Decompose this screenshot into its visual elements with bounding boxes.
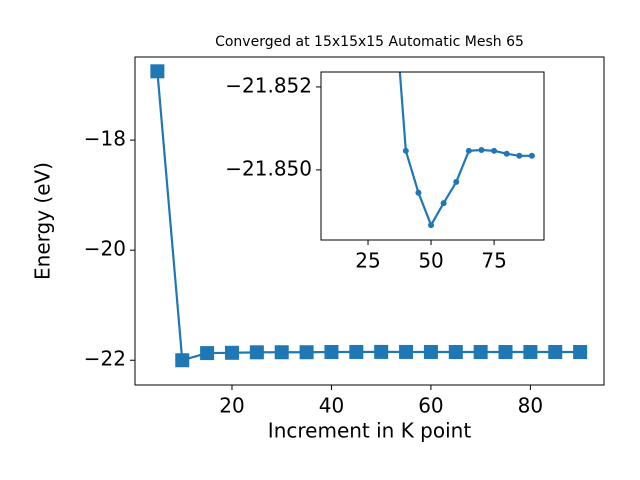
plot-area — [321, 72, 544, 240]
marker — [200, 346, 215, 361]
marker — [523, 345, 538, 360]
marker — [150, 64, 165, 79]
marker — [349, 344, 364, 359]
marker — [491, 147, 498, 154]
marker — [324, 345, 339, 360]
marker — [473, 345, 488, 360]
marker — [465, 147, 472, 154]
marker — [415, 189, 422, 196]
axes-frame — [320, 71, 545, 241]
y-tick-label: −21.852 — [225, 73, 312, 97]
chart-title: Converged at 15x15x15 Automatic Mesh 65 — [215, 34, 524, 50]
marker — [399, 344, 414, 359]
y-axis-label: Energy (eV) — [31, 162, 55, 280]
marker — [516, 152, 523, 159]
marker — [453, 178, 460, 185]
marker — [423, 344, 438, 359]
marker — [448, 345, 463, 360]
marker — [528, 152, 535, 159]
x-tick-label: 60 — [418, 394, 443, 418]
marker — [428, 222, 435, 229]
y-tick-label: −20 — [84, 237, 126, 261]
axes-frame — [134, 56, 605, 386]
marker — [402, 147, 409, 154]
x-tick-label: 40 — [319, 394, 344, 418]
x-tick-label: 80 — [518, 394, 543, 418]
marker — [175, 353, 190, 368]
y-tick-label: −21.850 — [225, 156, 312, 180]
plot-content — [150, 64, 588, 368]
marker — [440, 200, 447, 207]
x-tick-label: 75 — [481, 249, 506, 273]
marker — [478, 146, 485, 153]
plot-content — [398, 72, 535, 229]
marker — [299, 345, 314, 360]
x-tick-label: 25 — [355, 249, 380, 273]
x-axis-label: Increment in K point — [268, 419, 472, 443]
x-tick-label: 50 — [418, 249, 443, 273]
marker — [374, 344, 389, 359]
marker — [573, 344, 588, 359]
marker — [498, 345, 513, 360]
marker — [224, 345, 239, 360]
marker — [548, 344, 563, 359]
y-tick-label: −18 — [84, 127, 126, 151]
marker — [274, 345, 289, 360]
marker — [249, 345, 264, 360]
marker — [503, 150, 510, 157]
y-tick-label: −22 — [84, 347, 126, 371]
x-tick-label: 20 — [219, 394, 244, 418]
